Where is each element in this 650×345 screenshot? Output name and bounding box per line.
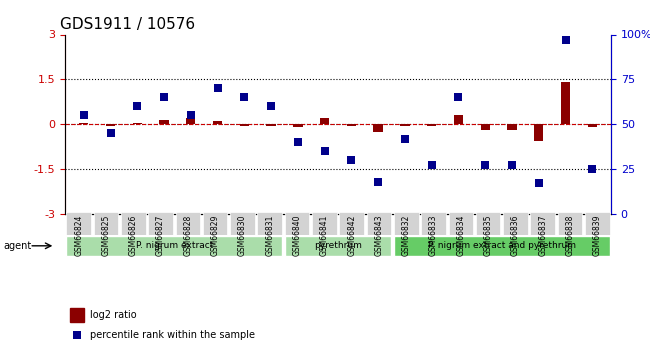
Bar: [374, 124, 383, 132]
FancyBboxPatch shape: [394, 236, 610, 256]
Text: GSM66842: GSM66842: [347, 214, 356, 256]
Point: [79, 112, 89, 118]
Point: [534, 181, 544, 186]
Point: [442, 227, 452, 233]
Bar: [507, 124, 517, 130]
Bar: [454, 115, 463, 124]
Point: [132, 104, 142, 109]
FancyBboxPatch shape: [585, 212, 610, 235]
FancyBboxPatch shape: [94, 212, 118, 235]
Text: P. nigrum extract and pyrethrum: P. nigrum extract and pyrethrum: [428, 241, 576, 250]
Text: GSM66829: GSM66829: [211, 214, 220, 256]
FancyBboxPatch shape: [121, 212, 146, 235]
FancyBboxPatch shape: [285, 212, 309, 235]
Bar: [400, 124, 410, 126]
FancyBboxPatch shape: [203, 212, 228, 235]
Bar: [320, 118, 330, 124]
Text: GSM66825: GSM66825: [101, 214, 111, 256]
Bar: [213, 121, 222, 124]
Text: GSM66836: GSM66836: [511, 214, 520, 256]
Point: [480, 163, 490, 168]
Bar: [106, 124, 115, 126]
FancyBboxPatch shape: [503, 212, 528, 235]
Bar: [70, 308, 84, 322]
Text: GSM66838: GSM66838: [566, 214, 575, 256]
Point: [507, 163, 517, 168]
FancyBboxPatch shape: [66, 212, 91, 235]
Bar: [534, 124, 543, 141]
Point: [453, 95, 463, 100]
FancyBboxPatch shape: [66, 236, 282, 256]
FancyBboxPatch shape: [312, 212, 337, 235]
Text: GSM66826: GSM66826: [129, 214, 138, 256]
Text: percentile rank within the sample: percentile rank within the sample: [90, 330, 255, 339]
Bar: [346, 124, 356, 126]
Point: [400, 136, 410, 141]
Text: GSM66827: GSM66827: [156, 214, 165, 256]
Point: [292, 139, 303, 145]
Text: pyrethrum: pyrethrum: [314, 241, 362, 250]
Text: GSM66832: GSM66832: [402, 214, 411, 256]
Point: [560, 37, 571, 43]
Bar: [480, 124, 490, 130]
FancyBboxPatch shape: [285, 236, 391, 256]
FancyBboxPatch shape: [448, 212, 473, 235]
Point: [105, 130, 116, 136]
Text: GSM66828: GSM66828: [183, 214, 192, 256]
Bar: [186, 118, 196, 124]
FancyBboxPatch shape: [476, 212, 501, 235]
FancyBboxPatch shape: [367, 212, 391, 235]
FancyBboxPatch shape: [421, 212, 446, 235]
Text: GSM66824: GSM66824: [74, 214, 83, 256]
Point: [186, 112, 196, 118]
Bar: [588, 124, 597, 127]
Bar: [266, 124, 276, 126]
Text: GSM66835: GSM66835: [484, 214, 493, 256]
Text: log2 ratio: log2 ratio: [90, 310, 136, 320]
Text: GSM66837: GSM66837: [538, 214, 547, 256]
Text: agent: agent: [3, 241, 31, 251]
Text: GSM66843: GSM66843: [374, 214, 384, 256]
Point: [426, 163, 437, 168]
Bar: [240, 124, 249, 126]
Point: [213, 86, 223, 91]
Text: GSM66839: GSM66839: [593, 214, 602, 256]
Text: GSM66831: GSM66831: [265, 214, 274, 256]
Point: [373, 179, 384, 184]
FancyBboxPatch shape: [339, 212, 364, 235]
Point: [159, 95, 169, 100]
Text: GSM66830: GSM66830: [238, 214, 247, 256]
FancyBboxPatch shape: [530, 212, 555, 235]
Bar: [561, 82, 570, 124]
FancyBboxPatch shape: [176, 212, 200, 235]
FancyBboxPatch shape: [230, 212, 255, 235]
Point: [239, 95, 250, 100]
Text: GSM66834: GSM66834: [456, 214, 465, 256]
Bar: [133, 123, 142, 124]
Text: GSM66840: GSM66840: [292, 214, 302, 256]
Text: P. nigrum extract: P. nigrum extract: [135, 241, 213, 250]
FancyBboxPatch shape: [558, 212, 582, 235]
Point: [346, 157, 357, 163]
Bar: [293, 124, 302, 127]
FancyBboxPatch shape: [148, 212, 173, 235]
Text: GSM66841: GSM66841: [320, 214, 329, 256]
FancyBboxPatch shape: [394, 212, 419, 235]
Point: [319, 148, 330, 154]
Text: GDS1911 / 10576: GDS1911 / 10576: [60, 17, 194, 32]
Bar: [427, 124, 436, 126]
Text: GSM66833: GSM66833: [429, 214, 438, 256]
FancyBboxPatch shape: [257, 212, 282, 235]
Bar: [159, 120, 169, 124]
Bar: [79, 123, 88, 124]
Point: [587, 166, 597, 172]
Point: [266, 104, 276, 109]
